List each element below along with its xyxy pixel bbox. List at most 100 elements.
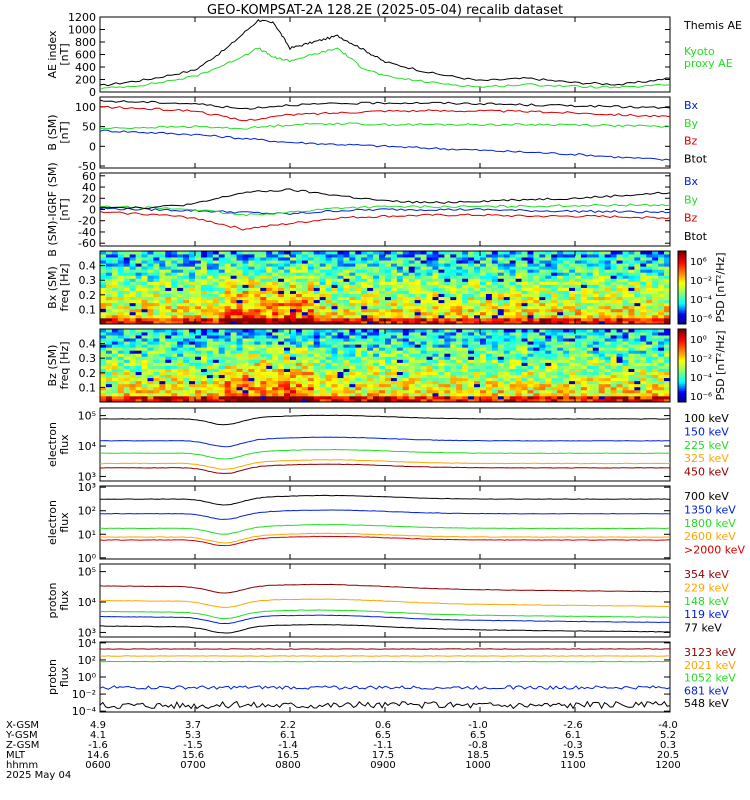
spectrogram-cell [230,347,237,351]
spectrogram-cell [438,371,445,376]
spectrogram-cell [474,398,481,403]
spectrogram-cell [105,272,113,276]
spectrogram-cell [432,365,439,369]
spectrogram-cell [159,356,166,360]
spectrogram-cell [254,314,261,319]
spectrogram-cell [284,389,291,394]
spectrogram-cell [129,374,137,379]
spectrogram-cell [527,317,534,322]
spectrogram-cell [563,347,570,351]
spectrogram-cell [373,257,380,261]
spectrogram-cell [337,290,344,294]
spectrogram-cell [604,398,612,403]
spectrogram-cell [385,389,392,394]
spectrogram-cell [521,371,528,376]
spectrogram-cell [212,257,220,261]
spectrogram-cell [224,302,232,307]
spectrogram-cell [343,368,350,372]
spectrogram-cell [230,296,237,301]
spectrogram-cell [432,368,439,372]
spectrogram-cell [462,272,469,276]
spectrogram-cell [586,290,594,294]
spectrogram-cell [313,389,321,394]
spectrogram-cell [373,395,380,400]
y-tick-label: 600 [75,49,96,62]
spectrogram-cell [307,374,315,379]
spectrogram-cell [598,317,606,322]
spectrogram-cell [610,251,617,255]
spectrogram-cell [295,290,303,294]
spectrogram-cell [485,383,493,388]
spectrogram-cell [420,269,427,273]
spectrogram-cell [337,347,344,351]
spectrogram-cell [462,332,469,336]
spectrogram-cell [575,386,582,391]
spectrogram-cell [616,332,623,336]
spectrogram-cell [290,335,297,339]
spectrogram-cell [462,362,469,366]
spectrogram-cell [426,287,433,291]
spectrogram-cell [325,260,332,264]
spectrogram-cell [218,383,226,388]
spectrogram-cell [367,395,374,400]
spectrogram-cell [105,371,113,376]
spectrogram-cell [474,386,481,391]
y-tick-label: 0 [89,204,96,217]
spectrogram-cell [396,350,404,354]
spectrogram-cell [260,308,267,313]
spectrogram-cell [408,320,416,325]
spectrogram-cell [200,371,208,376]
spectrogram-cell [569,287,576,291]
spectrogram-cell [177,263,184,267]
spectrogram-cell [153,305,160,310]
spectrogram-cell [111,347,119,351]
spectrogram-cell [159,302,166,307]
spectrogram-cell [444,332,451,336]
spectrogram-cell [195,308,202,313]
spectrogram-cell [165,368,172,372]
spectrogram-cell [598,362,606,366]
spectrogram-cell [224,395,232,400]
spectrogram-cell [284,263,291,267]
spectrogram-cell [301,332,309,336]
spectrogram-cell [598,347,606,351]
spectrogram-cell [592,293,600,298]
spectrogram-cell [141,398,148,403]
spectrogram-cell [575,263,582,267]
spectrogram-cell [604,335,612,339]
spectrogram-cell [390,308,398,313]
spectrogram-cell [432,350,439,354]
spectrogram-cell [272,341,279,345]
spectrogram-cell [355,329,362,333]
spectrogram-cell [438,290,445,294]
spectrogram-cell [325,365,332,369]
spectrogram-cell [408,296,416,301]
spectrogram-cell [450,308,457,313]
spectrogram-cell [206,278,214,282]
spectrogram-cell [640,284,647,288]
spectrogram-cell [307,377,315,382]
spectrogram-cell [545,344,552,348]
spectrogram-cell [373,299,380,304]
spectrogram-cell [426,359,433,363]
spectrogram-cell [343,287,350,291]
spectrogram-cell [100,344,107,348]
spectrogram-cell [604,251,612,255]
spectrogram-cell [200,350,208,354]
spectrogram-cell [390,317,398,322]
spectrogram-cell [218,374,226,379]
spectrogram-cell [218,260,226,264]
spectrogram-cell [408,377,416,382]
spectrogram-cell [206,380,214,385]
spectrogram-cell [586,299,594,304]
spectrogram-cell [402,269,410,273]
spectrogram-cell [485,365,493,369]
spectrogram-cell [444,299,451,304]
spectrogram-cell [432,290,439,294]
spectrogram-cell [575,302,582,307]
spectrogram-cell [242,278,249,282]
spectrogram-cell [284,317,291,322]
spectrogram-cell [408,254,416,258]
spectrogram-cell [100,311,107,316]
spectrogram-cell [123,362,131,366]
